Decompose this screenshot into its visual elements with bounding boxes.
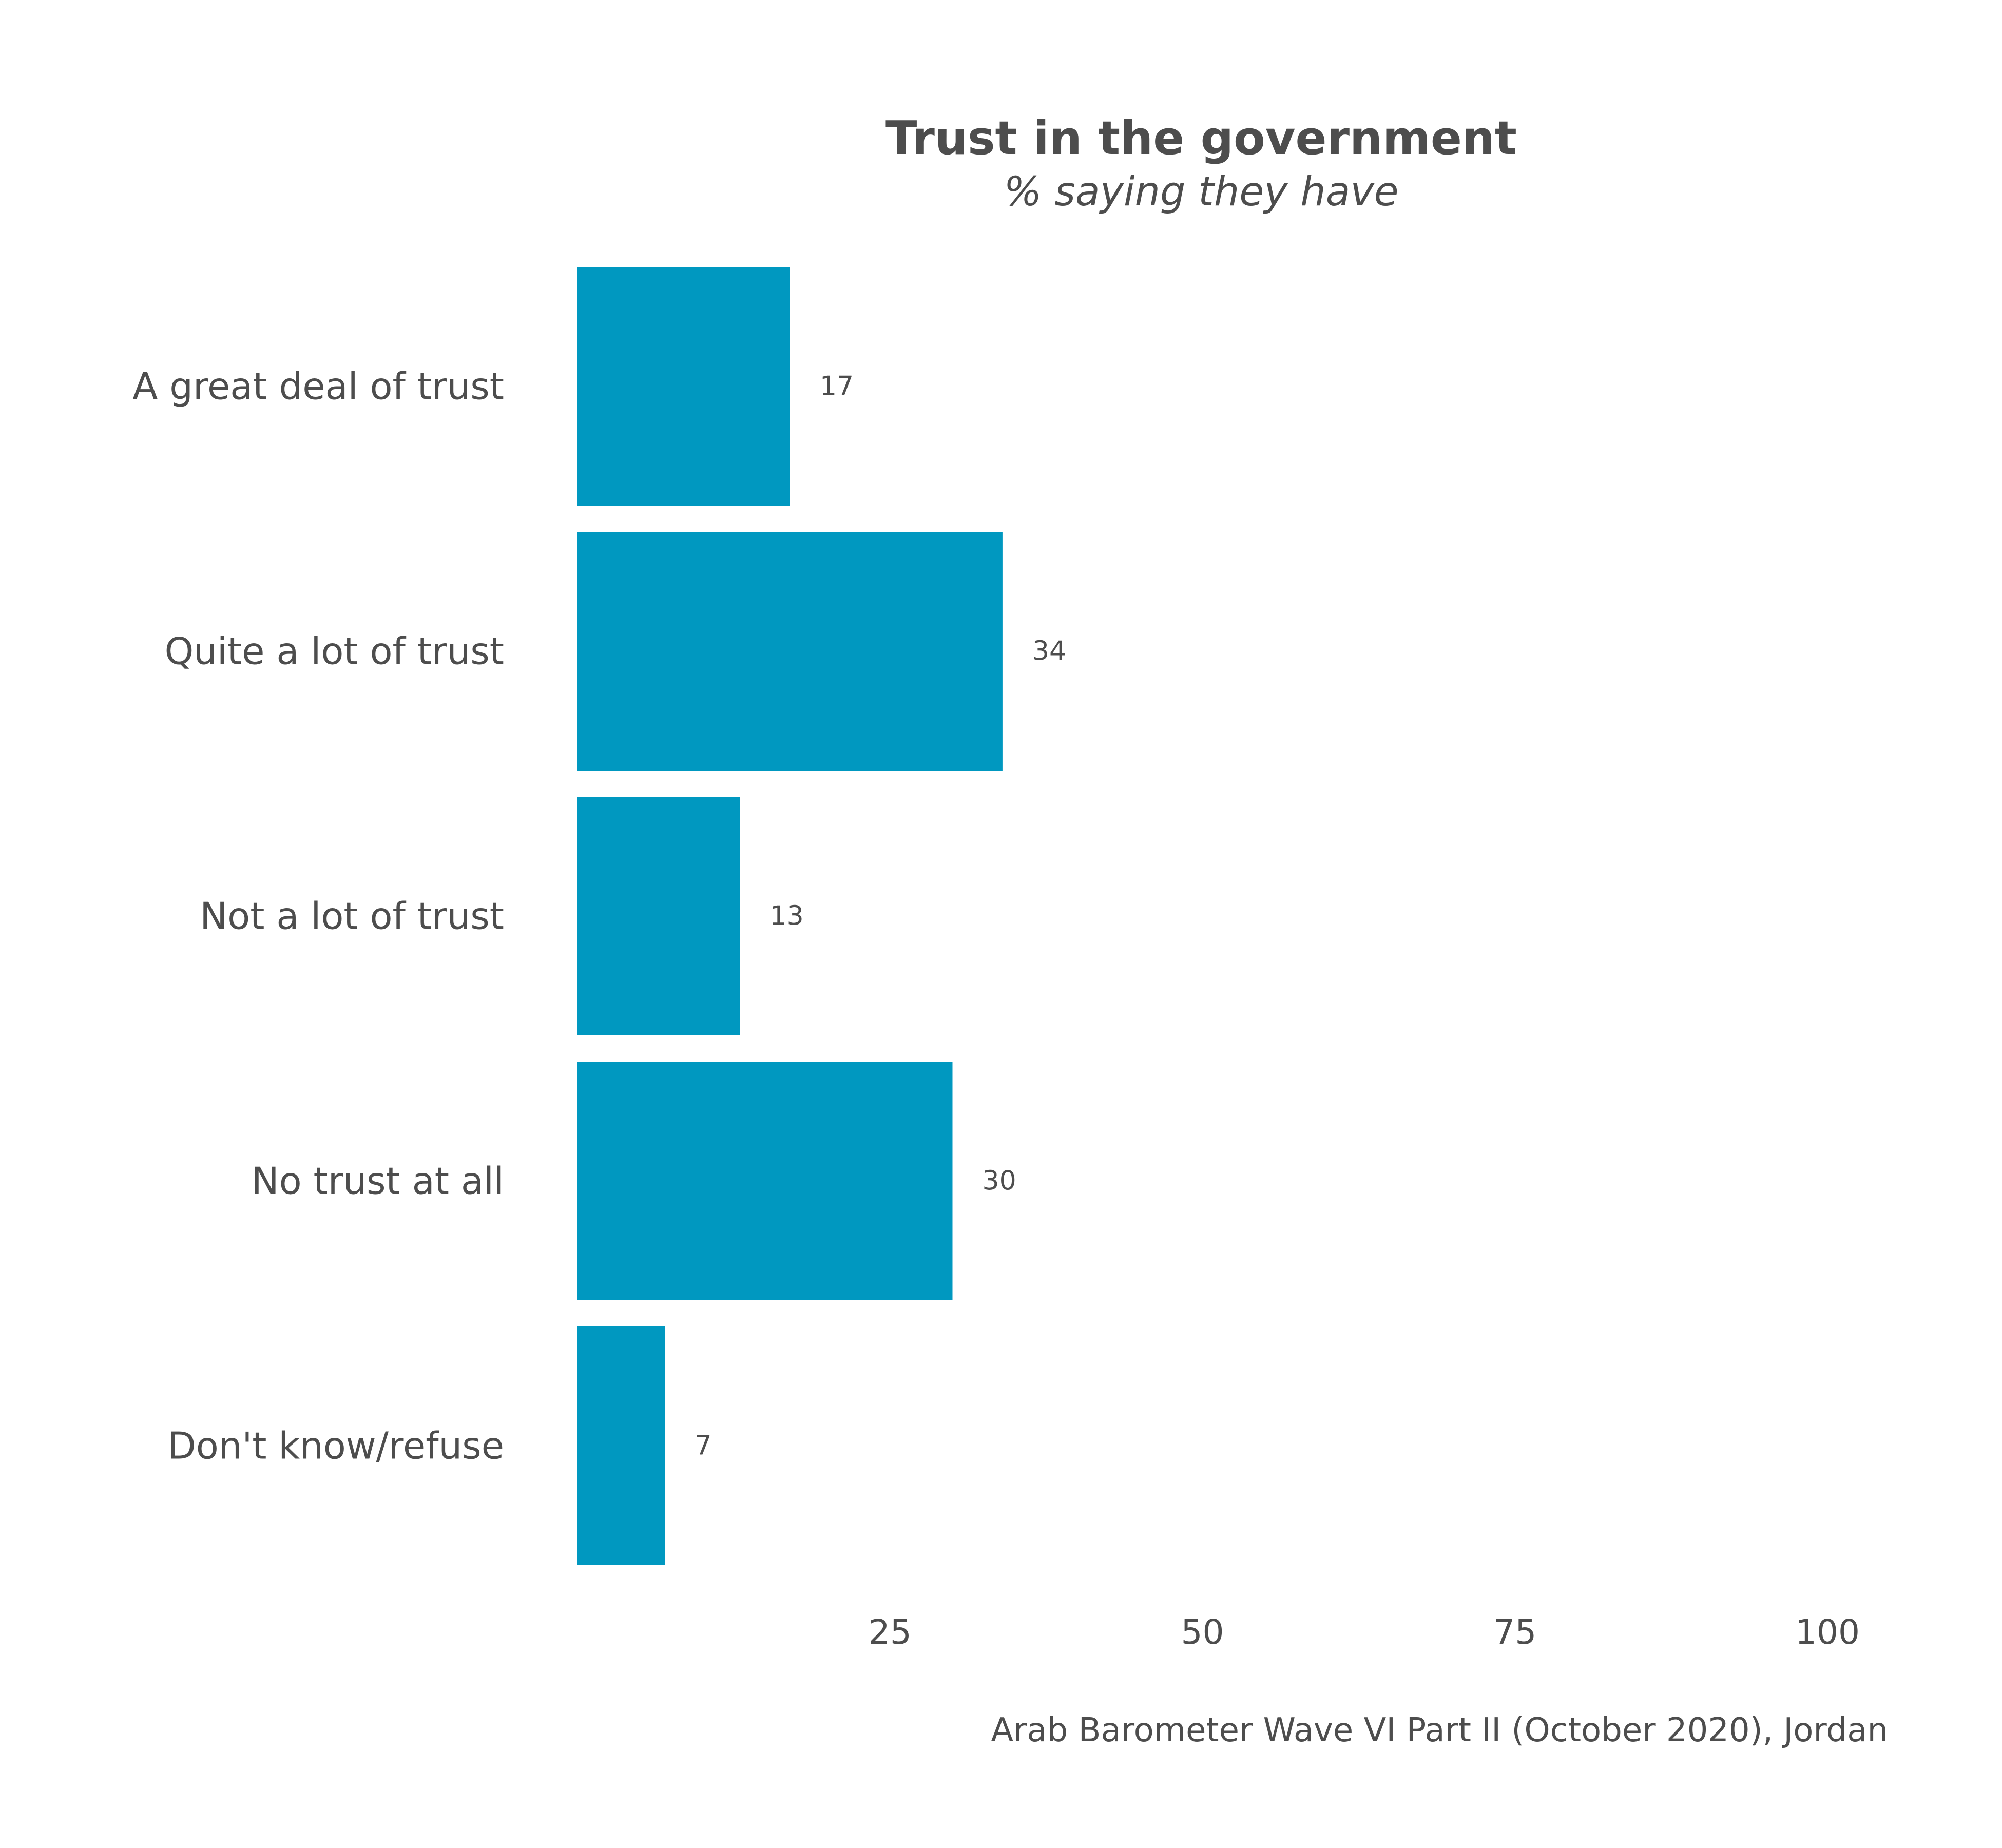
- category-label: Don't know/refuse: [167, 1424, 504, 1468]
- value-label: 13: [770, 901, 804, 932]
- category-label: Quite a lot of trust: [165, 630, 504, 673]
- value-label: 17: [820, 371, 854, 402]
- bar: [578, 532, 1003, 771]
- bar: [578, 797, 740, 1035]
- value-label: 34: [1032, 636, 1066, 667]
- x-tick-label: 100: [1795, 1612, 1860, 1652]
- chart-caption: Arab Barometer Wave VI Part II (October …: [991, 1711, 1888, 1749]
- category-label: No trust at all: [252, 1160, 504, 1203]
- plot-area: A great deal of trust 17 Quite a lot of tr…: [132, 267, 1860, 1652]
- bar: [578, 1326, 665, 1565]
- x-tick-label: 25: [869, 1612, 912, 1652]
- x-tick-label: 50: [1181, 1612, 1224, 1652]
- value-label: 7: [695, 1431, 711, 1461]
- x-tick-label: 75: [1493, 1612, 1536, 1652]
- bar: [578, 1062, 953, 1300]
- category-label: A great deal of trust: [132, 365, 504, 408]
- chart-subtitle: % saying they have: [1004, 169, 1398, 215]
- category-label: Not a lot of trust: [200, 895, 504, 938]
- chart-title: Trust in the government: [886, 111, 1517, 165]
- value-label: 30: [983, 1166, 1016, 1197]
- bar: [578, 267, 790, 506]
